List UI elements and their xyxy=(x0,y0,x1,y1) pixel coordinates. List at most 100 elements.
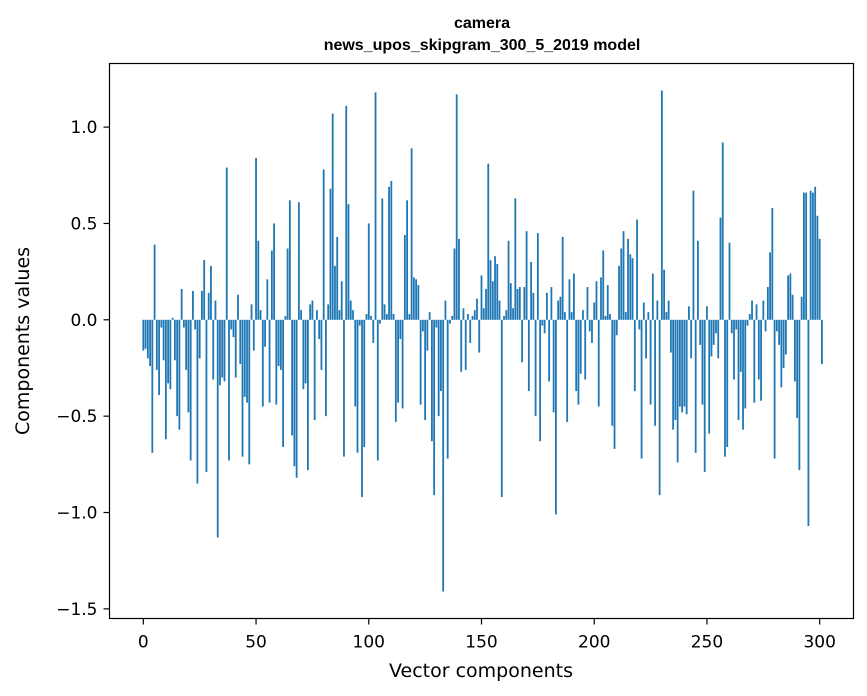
bar-33 xyxy=(216,319,219,538)
bar-195 xyxy=(582,310,584,320)
bar-264 xyxy=(737,319,740,421)
y-tick-label: 1.0 xyxy=(70,118,97,138)
bar-275 xyxy=(762,300,765,320)
bar-35 xyxy=(221,319,224,378)
bar-200 xyxy=(593,302,596,320)
bar-189 xyxy=(568,279,571,320)
y-tick-label: −0.5 xyxy=(56,407,97,427)
x-tick-label: 200 xyxy=(578,633,610,653)
bar-32 xyxy=(214,300,217,320)
bar-9 xyxy=(162,319,165,361)
bar-62 xyxy=(282,319,284,447)
bar-108 xyxy=(385,314,388,320)
bar-180 xyxy=(548,319,551,382)
bar-221 xyxy=(640,319,643,459)
x-tick-label: 100 xyxy=(353,633,385,653)
bar-242 xyxy=(688,306,690,320)
bar-96 xyxy=(358,319,361,326)
bar-250 xyxy=(706,306,708,320)
bar-231 xyxy=(663,269,666,320)
bar-21 xyxy=(189,319,192,461)
bar-160 xyxy=(503,315,505,320)
bar-265 xyxy=(739,319,742,372)
bar-57 xyxy=(270,250,273,320)
bar-256 xyxy=(719,217,722,320)
bar-65 xyxy=(288,200,291,320)
x-tick-label: 250 xyxy=(691,633,723,653)
bar-150 xyxy=(480,275,483,320)
bar-42 xyxy=(237,294,239,320)
bar-286 xyxy=(787,275,790,320)
bar-102 xyxy=(372,319,375,343)
bar-296 xyxy=(809,190,812,320)
bar-214 xyxy=(624,312,627,320)
x-tick-label: 50 xyxy=(245,633,267,653)
bar-277 xyxy=(766,287,769,320)
bar-124 xyxy=(421,319,424,332)
bar-137 xyxy=(451,315,454,320)
bar-251 xyxy=(708,319,711,434)
bar-258 xyxy=(724,319,726,457)
bar-289 xyxy=(793,319,796,382)
bar-179 xyxy=(545,292,548,320)
bar-223 xyxy=(645,319,647,359)
bar-74 xyxy=(309,304,312,320)
bar-226 xyxy=(651,273,654,320)
bar-84 xyxy=(331,113,334,320)
bar-287 xyxy=(789,273,792,320)
chart-title: camera xyxy=(454,15,510,32)
bar-28 xyxy=(205,319,208,473)
bar-17 xyxy=(180,288,183,320)
y-axis-label: Components values xyxy=(12,247,34,435)
chart-subtitle: news_upos_skipgram_300_5_2019 model xyxy=(324,37,641,54)
bar-222 xyxy=(642,302,645,320)
bar-152 xyxy=(485,288,487,320)
bar-114 xyxy=(399,319,402,340)
bar-270 xyxy=(751,300,753,320)
y-axis-ticks: −1.5 −1.0 −0.5 0.0 0.5 1.0 xyxy=(56,118,110,620)
bar-59 xyxy=(275,319,278,405)
bar-68 xyxy=(295,319,298,478)
bar-16 xyxy=(178,319,181,430)
bar-285 xyxy=(784,319,787,355)
bar-187 xyxy=(564,312,566,320)
bar-184 xyxy=(557,300,560,320)
bar-149 xyxy=(478,319,481,353)
bar-186 xyxy=(561,236,564,320)
x-tick-label: 150 xyxy=(465,633,497,653)
bar-151 xyxy=(482,308,485,320)
bar-72 xyxy=(304,319,307,384)
bar-146 xyxy=(471,315,474,320)
bar-253 xyxy=(712,319,715,345)
bar-105 xyxy=(379,319,381,324)
bar-156 xyxy=(494,256,496,320)
bar-183 xyxy=(555,319,557,515)
bar-67 xyxy=(293,319,296,467)
bar-185 xyxy=(559,296,562,320)
bar-78 xyxy=(318,319,321,340)
bar-241 xyxy=(685,319,688,415)
bar-48 xyxy=(250,304,253,320)
bar-202 xyxy=(597,319,600,407)
bar-86 xyxy=(336,236,339,320)
bar-20 xyxy=(187,319,190,413)
bar-170 xyxy=(525,231,528,320)
bar-79 xyxy=(320,319,323,370)
bar-279 xyxy=(771,208,774,320)
bar-138 xyxy=(453,248,456,320)
bar-155 xyxy=(491,281,494,320)
bar-83 xyxy=(329,188,332,320)
bar-133 xyxy=(442,319,445,592)
bar-76 xyxy=(313,319,316,421)
bar-27 xyxy=(203,260,206,320)
bar-246 xyxy=(697,240,699,320)
bar-245 xyxy=(694,319,697,453)
bar-31 xyxy=(212,319,215,380)
bar-50 xyxy=(255,157,257,320)
bar-299 xyxy=(816,215,819,320)
bar-118 xyxy=(408,314,411,320)
bar-239 xyxy=(681,319,684,413)
bar-64 xyxy=(286,248,289,320)
bar-128 xyxy=(431,319,433,442)
bar-141 xyxy=(460,319,463,372)
